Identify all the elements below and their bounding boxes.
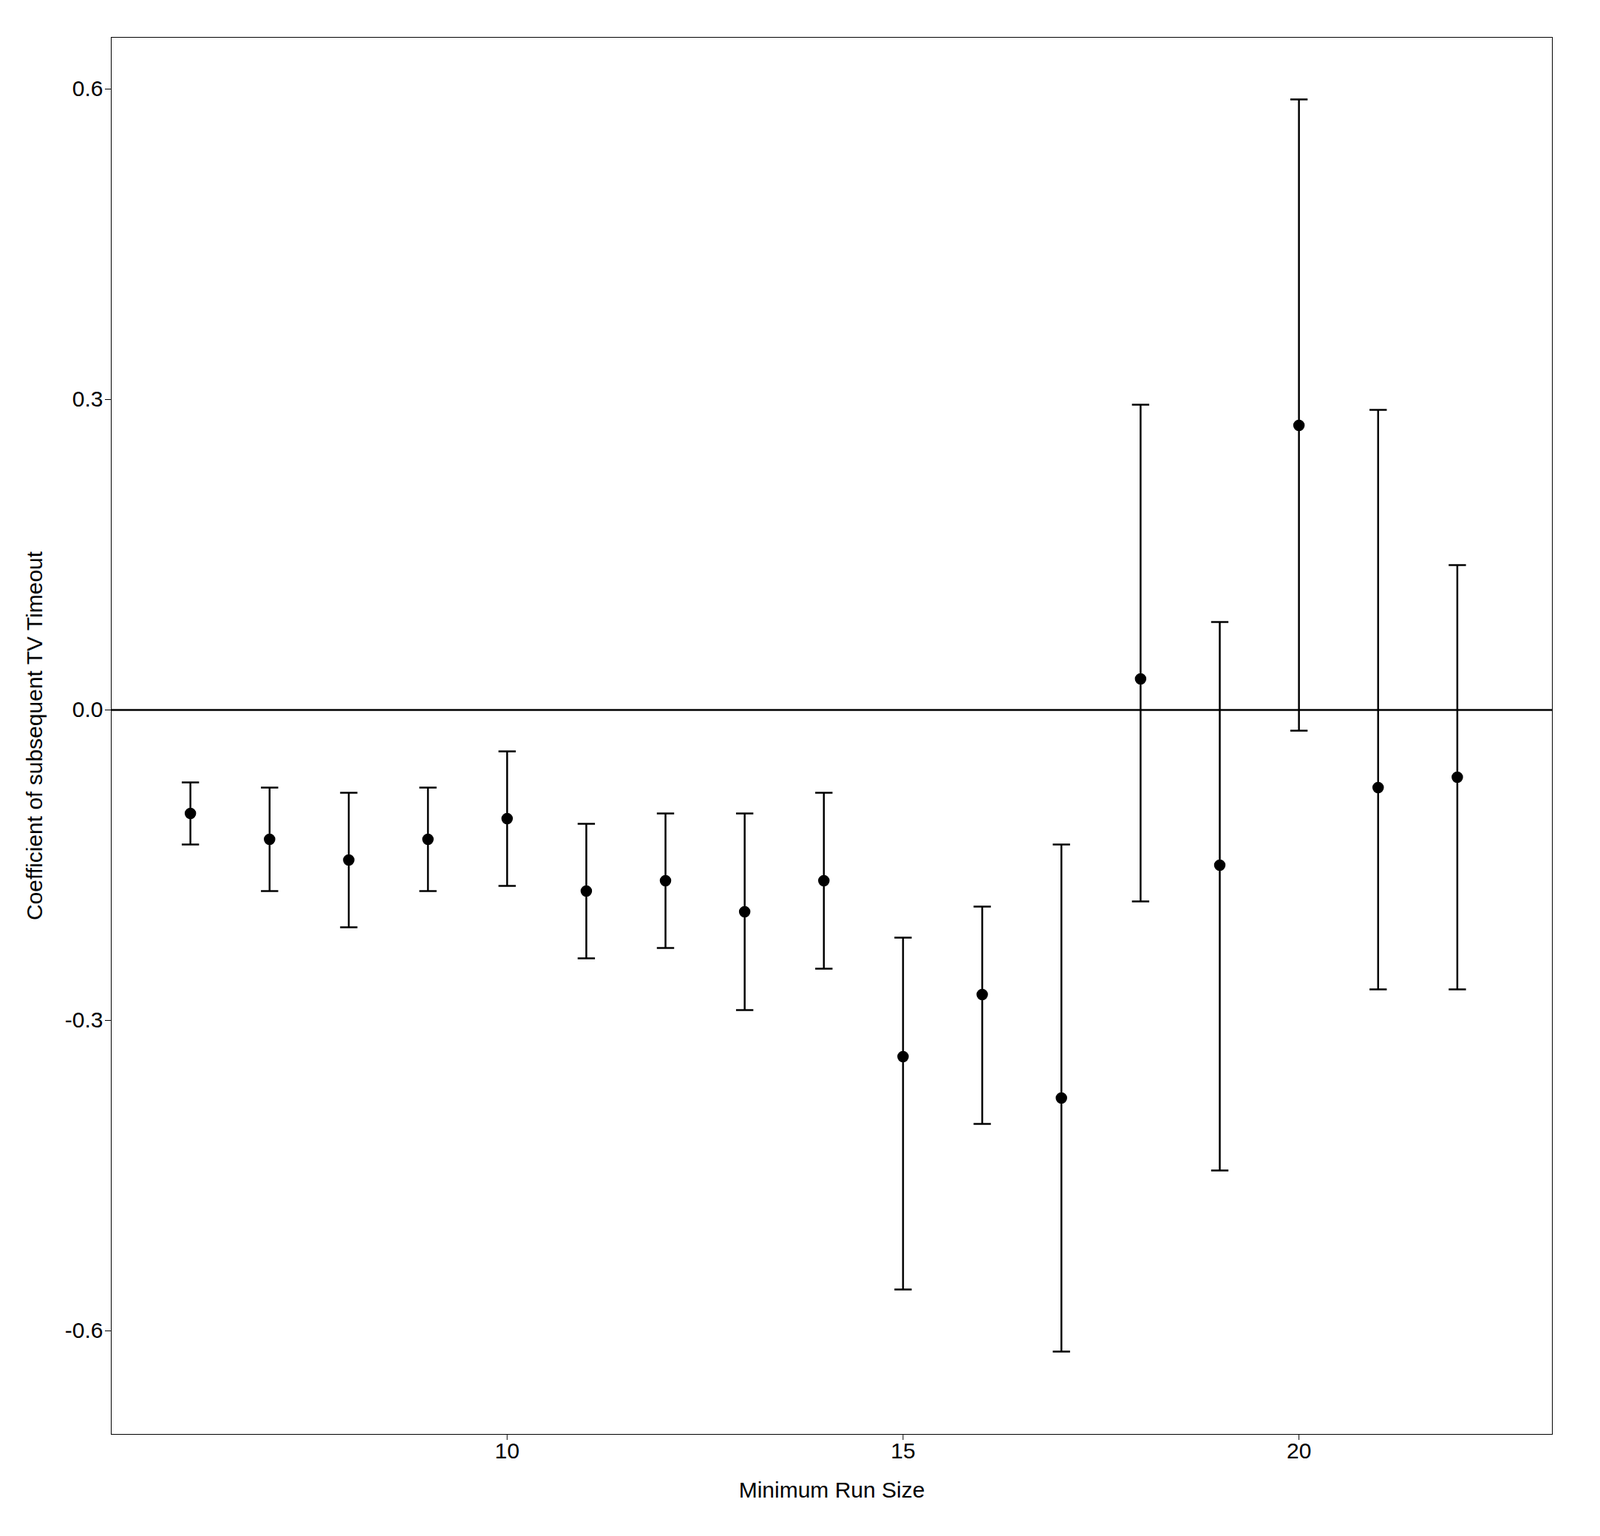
svg-text:10: 10 — [495, 1438, 520, 1463]
svg-text:0.0: 0.0 — [72, 696, 104, 722]
svg-text:-0.6: -0.6 — [65, 1317, 104, 1343]
svg-text:Coefficient of subsequent TV T: Coefficient of subsequent TV Timeout — [22, 550, 47, 921]
svg-text:0.6: 0.6 — [72, 76, 104, 101]
svg-text:0.3: 0.3 — [72, 386, 104, 411]
svg-text:Minimum Run Size: Minimum Run Size — [739, 1477, 926, 1502]
svg-text:-0.3: -0.3 — [65, 1007, 104, 1032]
svg-text:20: 20 — [1286, 1438, 1312, 1463]
svg-text:15: 15 — [890, 1438, 915, 1463]
